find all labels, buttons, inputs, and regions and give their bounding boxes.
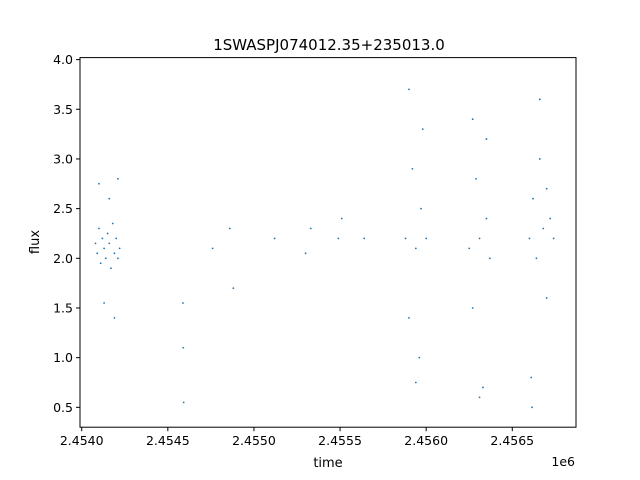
data-point: [309, 227, 312, 230]
data-point: [538, 158, 541, 160]
data-point: [532, 197, 534, 200]
data-point: [96, 252, 99, 255]
data-point: [414, 247, 417, 250]
chart-title: 1SWASPJ074012.35+235013.0: [213, 36, 445, 54]
data-point: [104, 257, 107, 260]
x-tick-label: 2.4550: [232, 433, 276, 448]
data-point: [545, 297, 548, 299]
data-point: [273, 237, 276, 240]
data-point: [414, 381, 417, 384]
data-point: [420, 207, 422, 210]
data-point: [116, 257, 119, 260]
data-point: [552, 237, 555, 240]
y-tick-label: 2.5: [53, 201, 73, 216]
data-point: [110, 267, 112, 270]
data-point: [531, 406, 533, 409]
data-points: [94, 88, 555, 409]
data-point: [535, 257, 538, 260]
data-point: [98, 227, 100, 230]
data-point: [304, 252, 307, 255]
data-point: [471, 307, 474, 309]
data-point: [118, 247, 121, 250]
data-point: [106, 232, 109, 235]
data-point: [528, 237, 531, 240]
data-point: [478, 237, 481, 240]
y-tick-label: 2.0: [53, 251, 73, 266]
data-point: [404, 237, 407, 240]
data-point: [482, 386, 484, 389]
y-tick-label: 3.0: [53, 151, 73, 166]
data-point: [103, 247, 106, 250]
data-point: [113, 317, 116, 319]
data-point: [337, 237, 340, 240]
data-point: [228, 227, 231, 230]
data-point: [475, 177, 478, 180]
data-point: [111, 222, 114, 225]
data-point: [471, 118, 474, 121]
data-point: [182, 401, 185, 404]
data-point: [363, 237, 366, 240]
data-point: [549, 217, 552, 220]
x-tick-label: 2.4555: [318, 433, 362, 448]
data-point: [411, 167, 414, 170]
data-point: [211, 247, 214, 250]
x-axis-offset-label: 1e6: [551, 454, 575, 469]
data-point: [468, 247, 471, 250]
y-tick-label: 3.5: [53, 102, 73, 117]
data-point: [115, 237, 118, 240]
x-tick-label: 2.4565: [490, 433, 534, 448]
x-tick-label: 2.4545: [146, 433, 190, 448]
data-point: [418, 356, 421, 359]
y-tick-label: 4.0: [53, 52, 73, 67]
x-axis-label: time: [313, 456, 342, 471]
data-point: [340, 217, 343, 220]
data-point: [408, 88, 410, 91]
data-point: [103, 302, 106, 304]
data-point: [182, 302, 184, 304]
data-point: [545, 187, 548, 190]
y-tick-label: 0.5: [53, 400, 73, 415]
data-point: [485, 217, 488, 220]
data-point: [113, 252, 116, 255]
y-tick-label: 1.0: [53, 350, 73, 365]
x-axis-ticks: 2.4540 2.4545 2.4550 2.4555 2.4560 2.4565: [60, 427, 534, 448]
data-point: [94, 242, 97, 245]
x-tick-label: 2.4560: [404, 433, 448, 448]
data-point: [488, 257, 491, 260]
x-tick-label: 2.4540: [60, 433, 104, 448]
data-point: [108, 197, 111, 200]
y-tick-label: 1.5: [53, 300, 73, 315]
y-axis-label: flux: [28, 230, 43, 254]
data-point: [232, 287, 235, 289]
data-point: [542, 227, 545, 230]
data-point: [530, 376, 533, 379]
data-point: [538, 98, 541, 101]
data-point: [182, 346, 185, 349]
data-point: [485, 138, 488, 140]
data-point: [99, 262, 102, 265]
y-axis-ticks: 0.5 1.0 1.5 2.0 2.5 3.0 3.5 4.0: [53, 52, 80, 415]
data-point: [108, 242, 111, 245]
plot-area-frame: [79, 57, 577, 428]
data-point: [101, 237, 104, 240]
data-point: [98, 182, 100, 185]
data-point: [478, 396, 481, 399]
data-point: [408, 317, 410, 319]
data-point: [425, 237, 428, 240]
data-point: [116, 177, 119, 180]
data-point: [421, 128, 424, 131]
